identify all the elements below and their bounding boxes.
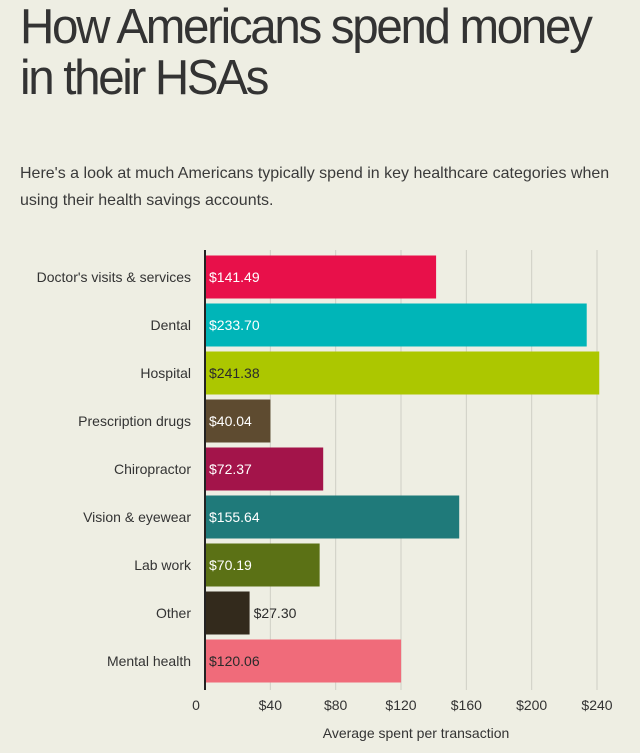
category-label: Hospital bbox=[140, 365, 191, 381]
chart-title: How Americans spend money in their HSAs bbox=[20, 0, 593, 105]
value-label: $141.49 bbox=[209, 269, 260, 285]
category-label: Mental health bbox=[107, 653, 191, 669]
chart-subtitle: Here's a look at much Americans typicall… bbox=[20, 165, 610, 209]
x-axis-title: Average spent per transaction bbox=[323, 725, 510, 741]
category-label: Chiropractor bbox=[114, 461, 191, 477]
bar bbox=[205, 255, 437, 299]
category-label: Lab work bbox=[134, 557, 192, 573]
x-tick-labels: 0 $40 $80 $120 $160 $200 $240 bbox=[192, 697, 613, 713]
value-label: $241.38 bbox=[209, 365, 260, 381]
x-tick-label: $40 bbox=[259, 697, 283, 713]
value-label: $233.70 bbox=[209, 317, 260, 333]
bar bbox=[205, 303, 587, 347]
category-labels: Doctor's visits & services Dental Hospital… bbox=[37, 269, 192, 669]
x-tick-label: $160 bbox=[451, 697, 482, 713]
category-label: Other bbox=[156, 605, 191, 621]
value-label: $120.06 bbox=[209, 653, 260, 669]
category-label: Prescription drugs bbox=[78, 413, 191, 429]
bar bbox=[205, 639, 402, 683]
bars bbox=[205, 255, 600, 683]
value-labels: $141.49 $233.70 $241.38 $40.04 $72.37 $155.64… bbox=[209, 269, 297, 669]
x-tick-label: $120 bbox=[385, 697, 416, 713]
bar bbox=[205, 399, 271, 443]
x-tick-label: 0 bbox=[192, 697, 200, 713]
x-tick-label: $240 bbox=[581, 697, 612, 713]
category-label: Dental bbox=[151, 317, 191, 333]
category-label: Doctor's visits & services bbox=[37, 269, 191, 285]
value-label: $40.04 bbox=[209, 413, 252, 429]
value-label: $70.19 bbox=[209, 557, 252, 573]
bar bbox=[205, 447, 324, 491]
x-tick-label: $80 bbox=[324, 697, 348, 713]
value-label: $155.64 bbox=[209, 509, 260, 525]
value-label: $27.30 bbox=[254, 605, 297, 621]
bar bbox=[205, 495, 460, 539]
category-label: Vision & eyewear bbox=[83, 509, 191, 525]
value-label: $72.37 bbox=[209, 461, 252, 477]
bar bbox=[205, 543, 320, 587]
x-tick-label: $200 bbox=[516, 697, 547, 713]
bar bbox=[205, 351, 600, 395]
bar bbox=[205, 591, 250, 635]
